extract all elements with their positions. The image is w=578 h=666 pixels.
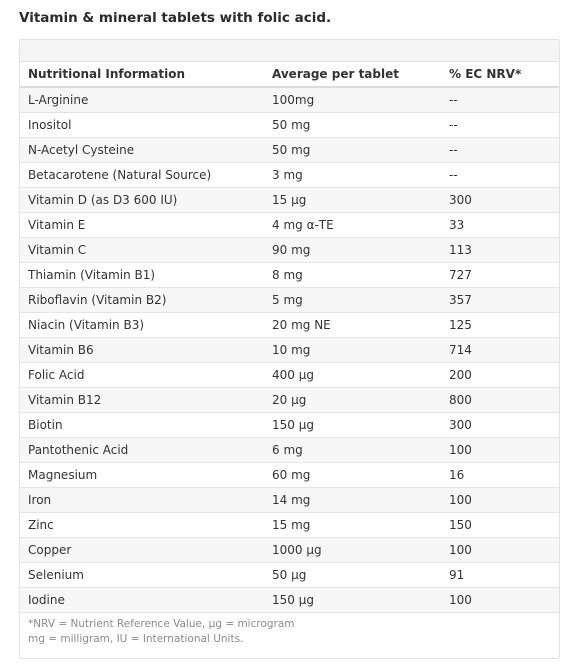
cell-nutrient: Riboflavin (Vitamin B2) [20,287,264,313]
cell-average: 15 mg [264,512,441,538]
cell-average: 6 mg [264,437,441,463]
cell-nrv: 91 [441,562,559,588]
table-row: Copper 1000 µg 100 [20,537,559,563]
footnote-line: *NRV = Nutrient Reference Value, µg = mi… [28,617,295,630]
cell-nrv: 150 [441,512,559,538]
table-row: Selenium 50 µg 91 [20,562,559,588]
cell-average: 50 mg [264,112,441,138]
table-row: Folic Acid 400 µg 200 [20,362,559,388]
column-header-average: Average per tablet [264,62,441,88]
cell-nutrient: Iodine [20,587,264,613]
cell-nutrient: Biotin [20,412,264,438]
table-row: Pantothenic Acid 6 mg 100 [20,437,559,463]
cell-nrv: 714 [441,337,559,363]
nutrition-card: Nutritional Information Average per tabl… [19,39,560,659]
cell-nrv: 300 [441,412,559,438]
cell-nutrient: Folic Acid [20,362,264,388]
cell-average: 100mg [264,87,441,113]
cell-average: 15 µg [264,187,441,213]
table-row: L-Arginine 100mg -- [20,87,559,113]
cell-nutrient: Iron [20,487,264,513]
cell-nrv: 300 [441,187,559,213]
cell-nrv: 727 [441,262,559,288]
table-row: N-Acetyl Cysteine 50 mg -- [20,137,559,163]
cell-nutrient: Zinc [20,512,264,538]
table-row: Vitamin C 90 mg 113 [20,237,559,263]
cell-nrv: 16 [441,462,559,488]
table-row: Magnesium 60 mg 16 [20,462,559,488]
card-header-bar [20,40,559,62]
table-row: Iodine 150 µg 100 [20,587,559,613]
cell-nrv: 357 [441,287,559,313]
table-body: L-Arginine 100mg -- Inositol 50 mg -- N-Acetyl… [20,87,559,613]
cell-average: 90 mg [264,237,441,263]
cell-average: 50 µg [264,562,441,588]
cell-average: 8 mg [264,262,441,288]
table-row: Vitamin B6 10 mg 714 [20,337,559,363]
cell-nrv: -- [441,112,559,138]
cell-nrv: 33 [441,212,559,238]
cell-nutrient: Vitamin B12 [20,387,264,413]
cell-nutrient: Copper [20,537,264,563]
cell-nrv: 100 [441,587,559,613]
cell-average: 20 mg NE [264,312,441,338]
cell-average: 60 mg [264,462,441,488]
cell-average: 50 mg [264,137,441,163]
cell-nrv: 100 [441,437,559,463]
table-row: Thiamin (Vitamin B1) 8 mg 727 [20,262,559,288]
column-header-nrv: % EC NRV* [441,62,559,88]
footnote: *NRV = Nutrient Reference Value, µg = mi… [20,613,559,647]
cell-nutrient: Vitamin C [20,237,264,263]
table-row: Biotin 150 µg 300 [20,412,559,438]
column-header-nutrient: Nutritional Information [20,62,264,88]
cell-nrv: 100 [441,487,559,513]
cell-average: 150 µg [264,587,441,613]
page-title: Vitamin & mineral tablets with folic aci… [19,10,332,26]
cell-nrv: 200 [441,362,559,388]
cell-nutrient: Inositol [20,112,264,138]
cell-average: 10 mg [264,337,441,363]
cell-average: 4 mg α-TE [264,212,441,238]
cell-nrv: -- [441,87,559,113]
cell-nrv: 113 [441,237,559,263]
cell-nrv: 125 [441,312,559,338]
cell-average: 400 µg [264,362,441,388]
table-row: Betacarotene (Natural Source) 3 mg -- [20,162,559,188]
cell-nutrient: Magnesium [20,462,264,488]
cell-average: 5 mg [264,287,441,313]
cell-nutrient: Pantothenic Acid [20,437,264,463]
cell-average: 20 µg [264,387,441,413]
table-row: Vitamin D (as D3 600 IU) 15 µg 300 [20,187,559,213]
table-row: Zinc 15 mg 150 [20,512,559,538]
footnote-line: mg = milligram, IU = International Units… [28,632,244,645]
table-row: Vitamin B12 20 µg 800 [20,387,559,413]
cell-nutrient: Thiamin (Vitamin B1) [20,262,264,288]
table-header-row: Nutritional Information Average per tabl… [20,62,559,88]
cell-nutrient: N-Acetyl Cysteine [20,137,264,163]
cell-nutrient: Vitamin B6 [20,337,264,363]
cell-nutrient: Selenium [20,562,264,588]
cell-average: 150 µg [264,412,441,438]
nutrition-table: Nutritional Information Average per tabl… [20,62,559,613]
cell-average: 3 mg [264,162,441,188]
cell-nutrient: Vitamin E [20,212,264,238]
cell-nutrient: Vitamin D (as D3 600 IU) [20,187,264,213]
cell-nutrient: Betacarotene (Natural Source) [20,162,264,188]
cell-nrv: 800 [441,387,559,413]
table-row: Inositol 50 mg -- [20,112,559,138]
cell-average: 1000 µg [264,537,441,563]
table-row: Iron 14 mg 100 [20,487,559,513]
cell-nrv: -- [441,137,559,163]
table-row: Niacin (Vitamin B3) 20 mg NE 125 [20,312,559,338]
cell-average: 14 mg [264,487,441,513]
table-row: Riboflavin (Vitamin B2) 5 mg 357 [20,287,559,313]
cell-nutrient: L-Arginine [20,87,264,113]
cell-nutrient: Niacin (Vitamin B3) [20,312,264,338]
cell-nrv: 100 [441,537,559,563]
cell-nrv: -- [441,162,559,188]
